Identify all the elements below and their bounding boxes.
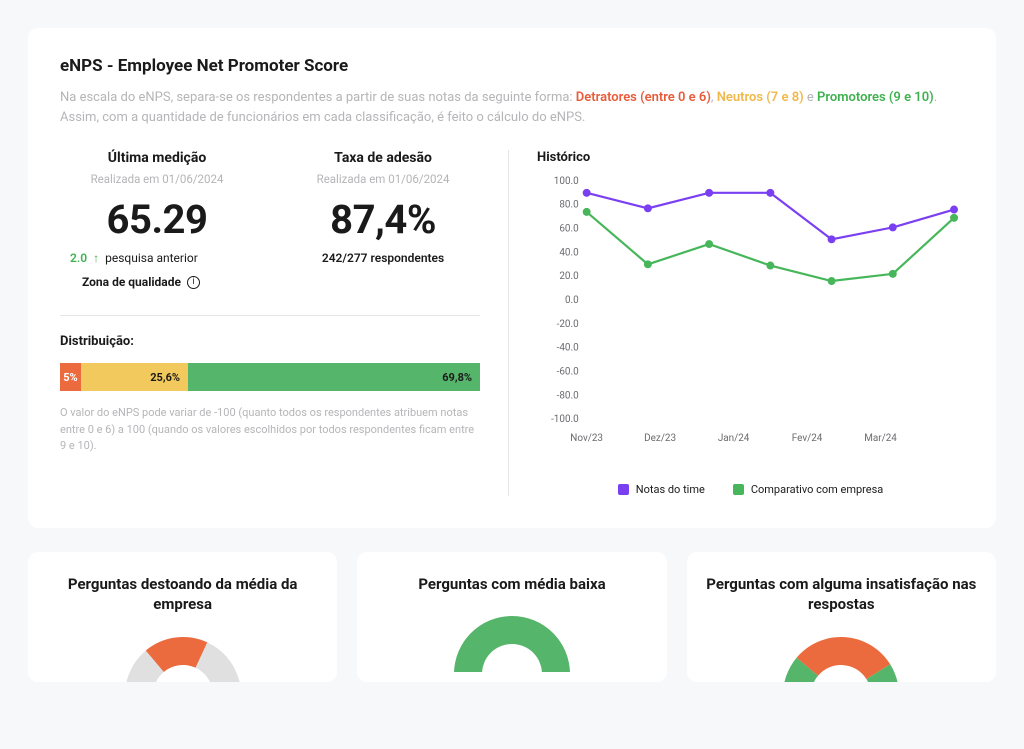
adhesion-date: Realizada em 01/06/2024 — [286, 172, 480, 186]
metrics-row: Última medição Realizada em 01/06/2024 6… — [60, 150, 480, 289]
donut-chart — [442, 602, 582, 672]
donut-chart: 2 — [113, 623, 253, 683]
svg-text:40.0: 40.0 — [559, 248, 578, 259]
svg-text:-40.0: -40.0 — [557, 343, 579, 354]
svg-text:Jan/24: Jan/24 — [718, 433, 750, 444]
donut-chart — [771, 623, 911, 683]
page-title: eNPS - Employee Net Promoter Score — [60, 56, 964, 76]
question-card: Perguntas destoando da média da empresa 2 — [28, 552, 337, 682]
question-title: Perguntas com média baixa — [418, 574, 605, 594]
svg-text:-100.0: -100.0 — [551, 414, 579, 425]
history-title: Histórico — [537, 150, 964, 165]
main-row: Última medição Realizada em 01/06/2024 6… — [60, 150, 964, 496]
last-measure-value: 65.29 — [60, 196, 254, 243]
svg-text:2: 2 — [177, 680, 188, 683]
question-card: Perguntas com média baixa — [357, 552, 666, 682]
legend-item-company: Comparativo com empresa — [733, 483, 883, 496]
legend-label-team: Notas do time — [636, 483, 705, 496]
questions-row: Perguntas destoando da média da empresa 2… — [28, 552, 996, 682]
quality-label: Zona de qualidade — [82, 275, 181, 289]
svg-text:60.0: 60.0 — [559, 224, 578, 235]
page-subtitle: Na escala do eNPS, separa-se os responde… — [60, 88, 964, 128]
svg-text:80.0: 80.0 — [559, 200, 578, 211]
svg-text:20.0: 20.0 — [559, 272, 578, 283]
quality-zone: Zona de qualidade i — [60, 275, 254, 289]
page-root: eNPS - Employee Net Promoter Score Na es… — [0, 0, 1024, 682]
svg-text:-80.0: -80.0 — [557, 391, 579, 402]
info-icon[interactable]: i — [187, 276, 200, 289]
enps-card: eNPS - Employee Net Promoter Score Na es… — [28, 28, 996, 528]
divider — [60, 315, 480, 316]
respondents-count: 242/277 respondentes — [286, 251, 480, 265]
neutrals-label: Neutros (7 e 8) — [717, 90, 804, 105]
right-column: Histórico 100.0 80.0 60.0 40.0 20.0 0.0 -20.0 -… — [508, 150, 964, 496]
question-title: Perguntas com alguma insatisfação nas re… — [703, 574, 980, 615]
svg-text:Dez/23: Dez/23 — [644, 433, 676, 444]
trend-row: 2.0 ↑ pesquisa anterior — [60, 251, 254, 265]
history-chart: 100.0 80.0 60.0 40.0 20.0 0.0 -20.0 -40.0 -60.0 -… — [537, 171, 964, 469]
trend-label: pesquisa anterior — [105, 251, 198, 265]
distribution-title: Distribuição: — [60, 334, 480, 349]
distribution-bar: 5%25,6%69,8% — [60, 363, 480, 391]
question-card: Perguntas com alguma insatisfação nas re… — [687, 552, 996, 682]
svg-text:Nov/23: Nov/23 — [570, 433, 603, 444]
adhesion-metric: Taxa de adesão Realizada em 01/06/2024 8… — [286, 150, 480, 289]
distribution-note: O valor do eNPS pode variar de -100 (qua… — [60, 405, 480, 455]
question-title: Perguntas destoando da média da empresa — [44, 574, 321, 615]
trend-value: 2.0 — [70, 251, 87, 265]
svg-text:Fev/24: Fev/24 — [792, 433, 823, 444]
svg-text:Mar/24: Mar/24 — [864, 433, 897, 444]
legend-label-company: Comparativo com empresa — [751, 483, 883, 496]
arrow-up-icon: ↑ — [93, 251, 99, 265]
detractors-label: Detratores (entre 0 e 6) — [576, 90, 711, 105]
chart-legend: Notas do time Comparativo com empresa — [537, 483, 964, 496]
distribution-segment: 25,6% — [81, 363, 188, 391]
history-chart-svg: 100.0 80.0 60.0 40.0 20.0 0.0 -20.0 -40.0 -60.0 -… — [537, 171, 964, 469]
promoters-label: Promotores (9 e 10) — [817, 90, 934, 105]
distribution-segment: 5% — [60, 363, 81, 391]
left-column: Última medição Realizada em 01/06/2024 6… — [60, 150, 480, 496]
distribution-segment: 69,8% — [188, 363, 480, 391]
svg-text:100.0: 100.0 — [554, 176, 579, 187]
last-measure-date: Realizada em 01/06/2024 — [60, 172, 254, 186]
last-measure-title: Última medição — [60, 150, 254, 166]
legend-item-team: Notas do time — [618, 483, 705, 496]
legend-swatch-company — [733, 484, 744, 495]
adhesion-title: Taxa de adesão — [286, 150, 480, 166]
adhesion-value: 87,4% — [286, 196, 480, 243]
svg-text:0.0: 0.0 — [565, 295, 579, 306]
legend-swatch-team — [618, 484, 629, 495]
last-measure-metric: Última medição Realizada em 01/06/2024 6… — [60, 150, 254, 289]
svg-text:-60.0: -60.0 — [557, 367, 579, 378]
svg-text:-20.0: -20.0 — [557, 319, 579, 330]
